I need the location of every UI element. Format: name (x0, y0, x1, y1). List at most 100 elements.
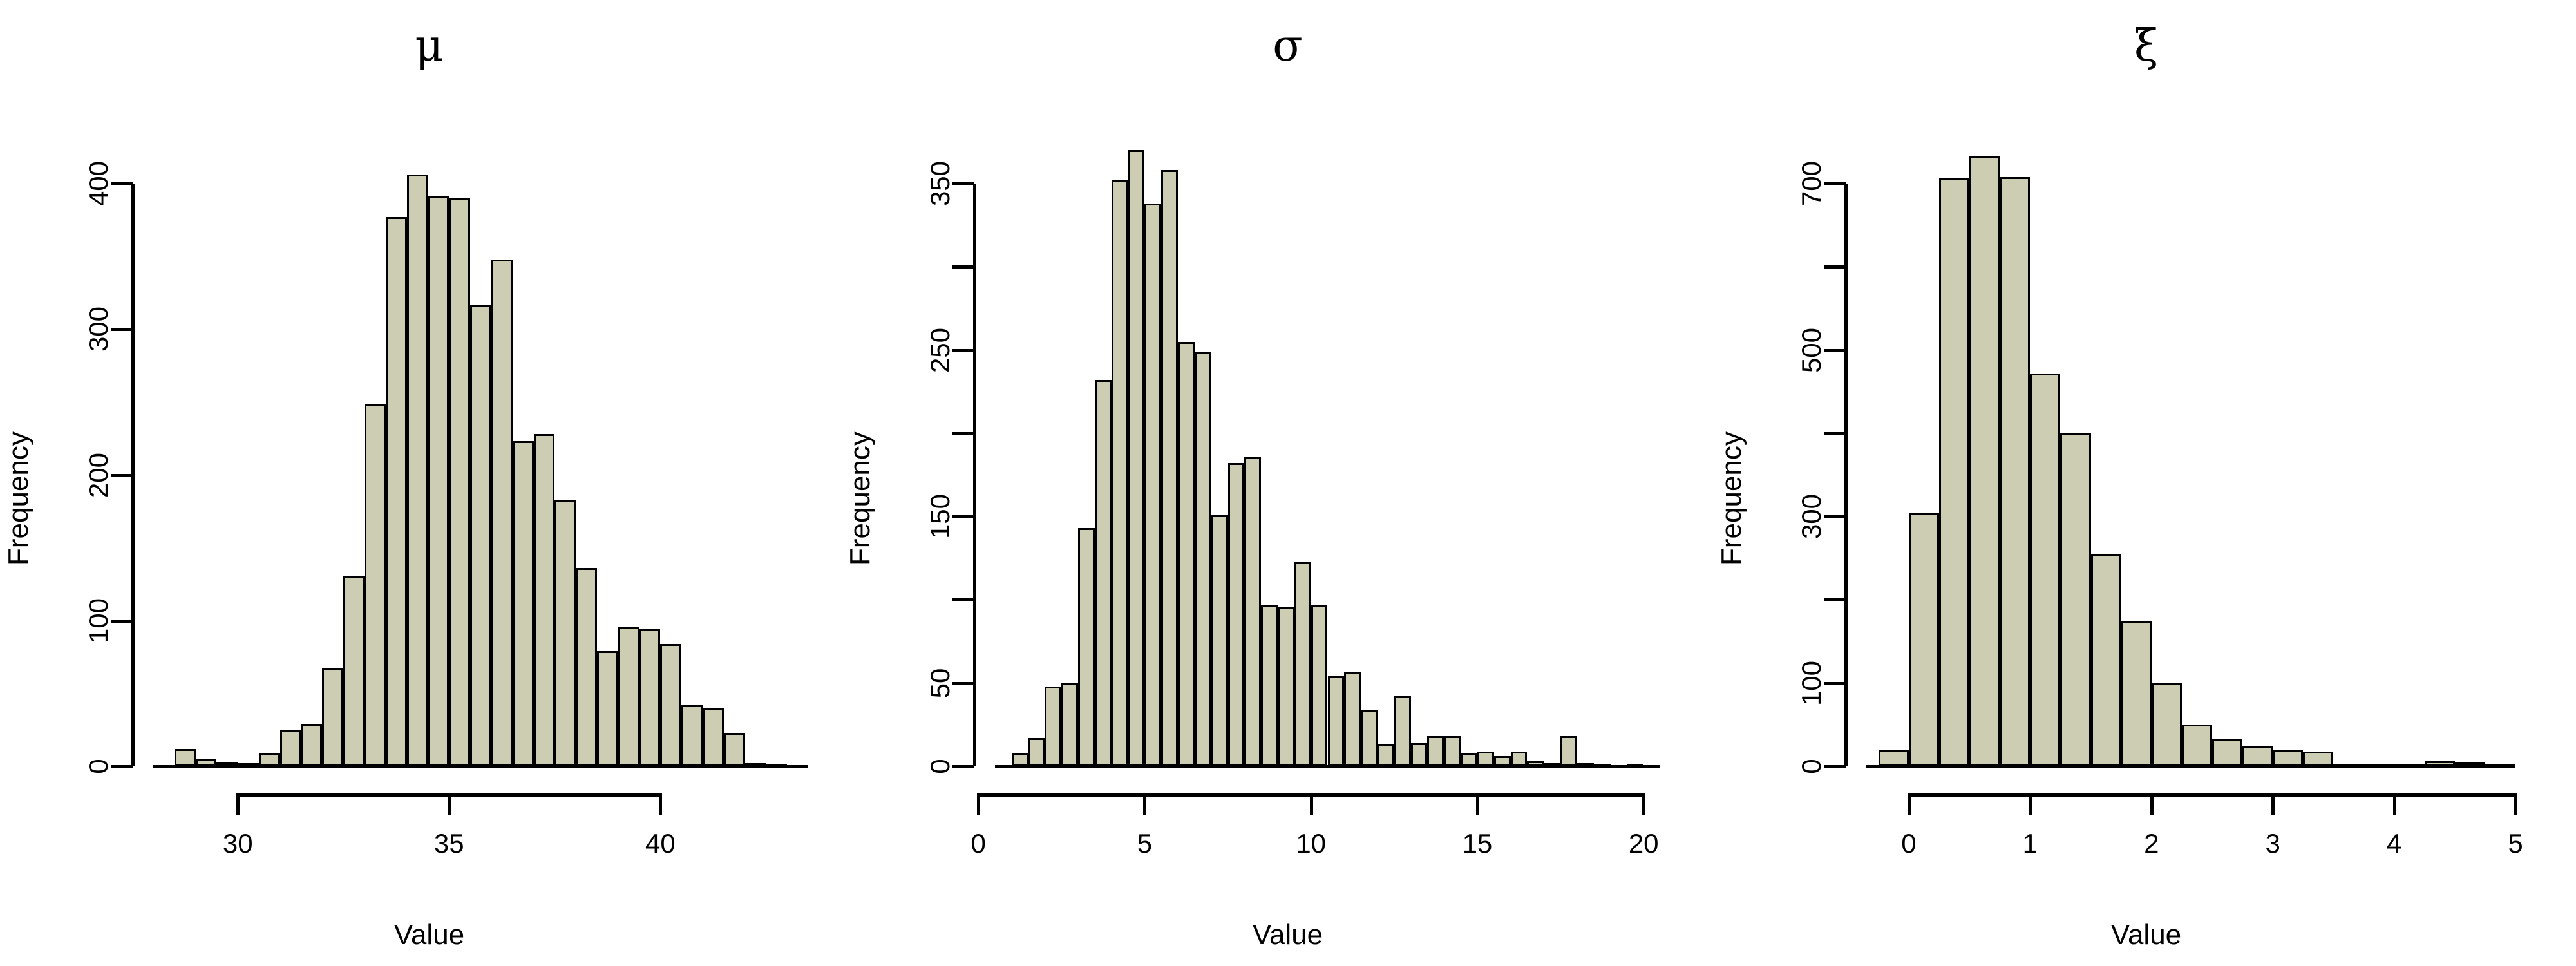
y-axis-line-xi (1844, 184, 1848, 766)
y-tick-sigma-100 (952, 598, 974, 602)
histogram-bar (1111, 180, 1128, 766)
histogram-bar (2090, 554, 2121, 766)
histogram-bar (2242, 746, 2273, 766)
y-tick-mu-100 (111, 619, 133, 623)
panel-sigma: σ 0 50 150 250 350 Frequency 0 5 10 15 20 Value (844, 0, 1717, 966)
x-tick-xi-2 (2150, 793, 2154, 815)
histogram-bar (2273, 750, 2304, 766)
histogram-bar (744, 763, 766, 768)
histogram-bar (1477, 751, 1494, 766)
y-tick-label-xi-100: 100 (1796, 660, 1826, 706)
x-tick-label-xi-3: 3 (2265, 828, 2280, 858)
x-baseline-xi (1866, 765, 2515, 768)
histogram-bar (2181, 724, 2212, 766)
y-axis-label-xi: Frequency (1716, 431, 1747, 565)
y-tick-sigma-300 (952, 265, 974, 269)
x-tick-xi-1 (2029, 793, 2032, 815)
y-tick-label-sigma-250: 250 (925, 327, 955, 373)
y-tick-sigma-150 (952, 515, 974, 519)
x-baseline-mu (153, 765, 808, 768)
histogram-bar (1969, 156, 2000, 766)
histogram-bar (554, 499, 576, 766)
histogram-bar (2060, 433, 2091, 766)
panel-title-sigma: σ (1273, 21, 1303, 71)
histogram-bar (238, 763, 260, 768)
y-tick-sigma-250 (952, 348, 974, 352)
y-tick-mu-200 (111, 473, 133, 477)
histogram-bar (385, 217, 407, 766)
x-tick-label-sigma-20: 20 (1628, 828, 1659, 858)
x-baseline-sigma (995, 765, 1660, 768)
histogram-bar (1394, 696, 1411, 766)
x-tick-label-xi-5: 5 (2508, 828, 2523, 858)
x-tick-mu-30 (236, 793, 240, 815)
y-tick-xi-700 (1824, 182, 1846, 185)
y-tick-xi-100 (1824, 681, 1846, 685)
panel-xi: ξ 0 100 300 500 700 Frequency 0 1 2 3 4 5 Value (1716, 0, 2575, 966)
x-axis-label-xi: Value (2110, 919, 2182, 951)
histogram-bar (1627, 764, 1644, 768)
panel-mu: μ 0 100 200 300 400 Frequency 30 35 40 Value (0, 0, 858, 966)
histogram-bar (1908, 512, 1940, 766)
y-tick-xi-0 (1824, 765, 1846, 768)
histogram-bar (1094, 380, 1112, 766)
y-tick-xi-500 (1824, 348, 1846, 352)
histogram-bar (1593, 764, 1611, 768)
histogram-bar (1244, 457, 1262, 766)
histogram-bar (618, 626, 639, 766)
histogram-bar (1261, 605, 1278, 766)
histogram-bar (1211, 515, 1228, 766)
x-tick-xi-0 (1907, 793, 1911, 815)
histogram-bar (1028, 738, 1045, 766)
histogram-bar (1045, 686, 1062, 766)
histogram-bar (1194, 352, 1211, 766)
x-tick-label-sigma-15: 15 (1462, 828, 1493, 858)
histogram-bar (1444, 736, 1461, 766)
histogram-bar (216, 762, 238, 766)
y-tick-sigma-0 (952, 765, 974, 768)
histogram-bar (1427, 736, 1444, 766)
histogram-bar (343, 575, 365, 766)
histogram-bar (322, 668, 344, 766)
y-tick-label-sigma-350: 350 (925, 160, 955, 207)
histogram-bar (301, 724, 323, 766)
x-tick-label-xi-0: 0 (1901, 828, 1917, 858)
histogram-bar (2000, 176, 2031, 766)
y-axis-line-sigma (973, 184, 976, 766)
histogram-bar (1294, 561, 1311, 766)
x-tick-label-xi-1: 1 (2022, 828, 2038, 858)
y-tick-label-mu-300: 300 (83, 307, 113, 352)
histogram-bar (766, 764, 788, 768)
y-tick-xi-600 (1824, 265, 1846, 269)
histogram-bar (1061, 683, 1079, 766)
histogram-bar (681, 705, 703, 766)
histogram-bar (2485, 764, 2515, 768)
histogram-bar (1311, 605, 1328, 766)
histogram-bar (259, 753, 280, 766)
histogram-bar (1278, 606, 1294, 766)
x-tick-label-mu-30: 30 (222, 828, 253, 858)
x-tick-label-xi-2: 2 (2144, 828, 2159, 858)
histogram-bar (1510, 751, 1528, 766)
histogram-bar (1178, 341, 1195, 766)
y-tick-label-xi-300: 300 (1796, 494, 1826, 540)
x-axis-line-xi (1908, 793, 2515, 797)
histogram-bar (1527, 761, 1544, 766)
x-tick-sigma-20 (1642, 793, 1646, 815)
y-tick-mu-400 (111, 182, 133, 185)
histogram-bar (2151, 683, 2182, 766)
histogram-bar (1361, 710, 1378, 766)
histogram-bar (512, 441, 534, 766)
x-tick-mu-40 (659, 793, 663, 815)
histogram-bar (491, 259, 513, 766)
x-tick-sigma-0 (977, 793, 981, 815)
x-tick-mu-35 (448, 793, 451, 815)
histogram-bar (1878, 750, 1909, 766)
y-tick-sigma-200 (952, 431, 974, 435)
x-axis-label-mu: Value (393, 919, 465, 951)
y-tick-label-xi-700: 700 (1796, 160, 1826, 207)
histogram-bar (1493, 756, 1511, 766)
histogram-bar (1344, 671, 1361, 766)
histogram-bar (660, 643, 682, 766)
